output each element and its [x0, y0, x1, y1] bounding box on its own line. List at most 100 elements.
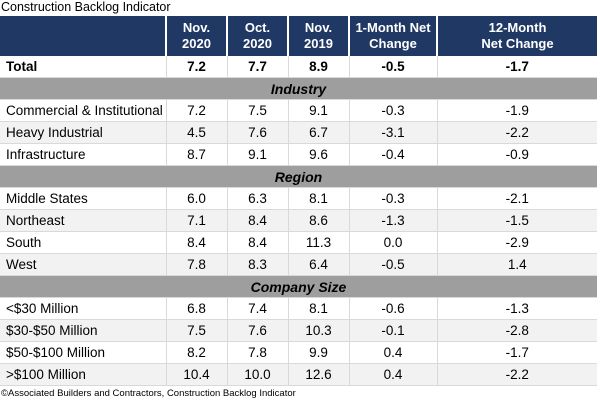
value-cell: -2.8: [436, 319, 597, 342]
column-header-blank: [0, 16, 166, 56]
column-header-line: 2019: [304, 36, 333, 51]
value-cell: 0.4: [348, 363, 437, 386]
column-header-line: Net Change: [481, 36, 554, 51]
value-cell: 7.5: [165, 319, 227, 342]
value-cell: 8.4: [226, 209, 288, 232]
value-cell: 8.7: [165, 143, 227, 166]
value-cell: -0.5: [348, 253, 437, 276]
value-cell: 7.6: [226, 319, 288, 342]
value-cell: -0.9: [436, 143, 597, 166]
value-cell: -1.7: [436, 341, 597, 364]
row-label: Northeast: [0, 209, 166, 232]
value-cell: 7.8: [165, 253, 227, 276]
value-cell: 4.5: [165, 121, 227, 144]
value-cell: 10.0: [226, 363, 288, 386]
value-cell: 8.6: [287, 209, 349, 232]
row-label: <$30 Million: [0, 297, 166, 320]
row-label: $30-$50 Million: [0, 319, 166, 342]
value-cell: 9.6: [287, 143, 349, 166]
value-cell: -2.2: [436, 121, 597, 144]
section-header-row: Region: [0, 165, 597, 188]
source-note: ©Associated Builders and Contractors, Co…: [1, 388, 296, 399]
value-cell: -2.2: [436, 363, 597, 386]
section-header-row: Industry: [0, 77, 597, 100]
row-label: Infrastructure: [0, 143, 166, 166]
section-header-label: Region: [0, 165, 597, 188]
row-label: Total: [0, 56, 166, 78]
row-label: Middle States: [0, 187, 166, 210]
value-cell: 7.1: [165, 209, 227, 232]
table-body: Total 7.2 7.7 8.9 -0.5 -1.7 Industry Commercial…: [0, 56, 597, 386]
column-header-line: 12-Month: [488, 20, 547, 35]
value-cell: -0.3: [348, 187, 437, 210]
value-cell: 9.9: [287, 341, 349, 364]
value-cell: -1.7: [436, 56, 597, 78]
value-cell: -2.1: [436, 187, 597, 210]
value-cell: 6.0: [165, 187, 227, 210]
table-row: $30-$50 Million 7.5 7.6 10.3 -0.1 -2.8: [0, 319, 597, 342]
value-cell: 10.3: [287, 319, 349, 342]
value-cell: -1.3: [348, 209, 437, 232]
value-cell: 0.0: [348, 231, 437, 254]
value-cell: -0.1: [348, 319, 437, 342]
table-row: South 8.4 8.4 11.3 0.0 -2.9: [0, 231, 597, 254]
column-header-line: Oct.: [244, 20, 271, 35]
value-cell: 6.4: [287, 253, 349, 276]
value-cell: 12.6: [287, 363, 349, 386]
value-cell: -1.5: [436, 209, 597, 232]
column-header-line: 2020: [243, 36, 272, 51]
row-label: $50-$100 Million: [0, 341, 166, 364]
backlog-table: Nov. 2020 Oct. 2020 Nov. 2019 1-Month Net Chang…: [0, 16, 597, 386]
value-cell: 8.1: [287, 297, 349, 320]
value-cell: 7.4: [226, 297, 288, 320]
value-cell: 7.8: [226, 341, 288, 364]
row-label: South: [0, 231, 166, 254]
header-row: Nov. 2020 Oct. 2020 Nov. 2019 1-Month Net Chang…: [0, 16, 597, 56]
table-row: Infrastructure 8.7 9.1 9.6 -0.4 -0.9: [0, 143, 597, 166]
row-label: Commercial & Institutional: [0, 99, 166, 122]
value-cell: -2.9: [436, 231, 597, 254]
table-row: Middle States 6.0 6.3 8.1 -0.3 -2.1: [0, 187, 597, 210]
row-label: West: [0, 253, 166, 276]
value-cell: -3.1: [348, 121, 437, 144]
column-header: 12-Month Net Change: [436, 16, 597, 56]
value-cell: 8.9: [287, 56, 349, 78]
value-cell: -1.9: [436, 99, 597, 122]
value-cell: 7.2: [165, 99, 227, 122]
value-cell: -0.6: [348, 297, 437, 320]
table-row: Total 7.2 7.7 8.9 -0.5 -1.7: [0, 56, 597, 78]
value-cell: 8.4: [165, 231, 227, 254]
column-header-line: Change: [369, 36, 417, 51]
value-cell: 8.2: [165, 341, 227, 364]
value-cell: 0.4: [348, 341, 437, 364]
value-cell: 10.4: [165, 363, 227, 386]
column-header-line: Nov.: [304, 20, 333, 35]
page-title: Construction Backlog Indicator: [1, 0, 171, 14]
table-header: Nov. 2020 Oct. 2020 Nov. 2019 1-Month Net Chang…: [0, 16, 597, 56]
table-row: Heavy Industrial 4.5 7.6 6.7 -3.1 -2.2: [0, 121, 597, 144]
value-cell: 7.6: [226, 121, 288, 144]
row-label: Heavy Industrial: [0, 121, 166, 144]
table-row: >$100 Million 10.4 10.0 12.6 0.4 -2.2: [0, 363, 597, 386]
column-header: Nov. 2020: [165, 16, 227, 56]
value-cell: -0.5: [348, 56, 437, 78]
table-row: Commercial & Institutional 7.2 7.5 9.1 -0.3-…: [0, 99, 597, 122]
table-row: $50-$100 Million 8.2 7.8 9.9 0.4 -1.7: [0, 341, 597, 364]
column-header-line: Nov.: [182, 20, 211, 35]
column-header: Oct. 2020: [226, 16, 288, 56]
section-header-row: Company Size: [0, 275, 597, 298]
table-row: Northeast 7.1 8.4 8.6 -1.3 -1.5: [0, 209, 597, 232]
value-cell: 9.1: [226, 143, 288, 166]
value-cell: -0.4: [348, 143, 437, 166]
value-cell: 7.2: [165, 56, 227, 78]
value-cell: 8.3: [226, 253, 288, 276]
column-header-line: 2020: [182, 36, 211, 51]
column-header-line: 1-Month Net: [355, 20, 431, 35]
value-cell: 6.8: [165, 297, 227, 320]
value-cell: 9.1: [287, 99, 349, 122]
value-cell: 8.4: [226, 231, 288, 254]
section-header-label: Industry: [0, 77, 597, 100]
value-cell: 6.7: [287, 121, 349, 144]
column-header: Nov. 2019: [287, 16, 349, 56]
value-cell: -1.3: [436, 297, 597, 320]
